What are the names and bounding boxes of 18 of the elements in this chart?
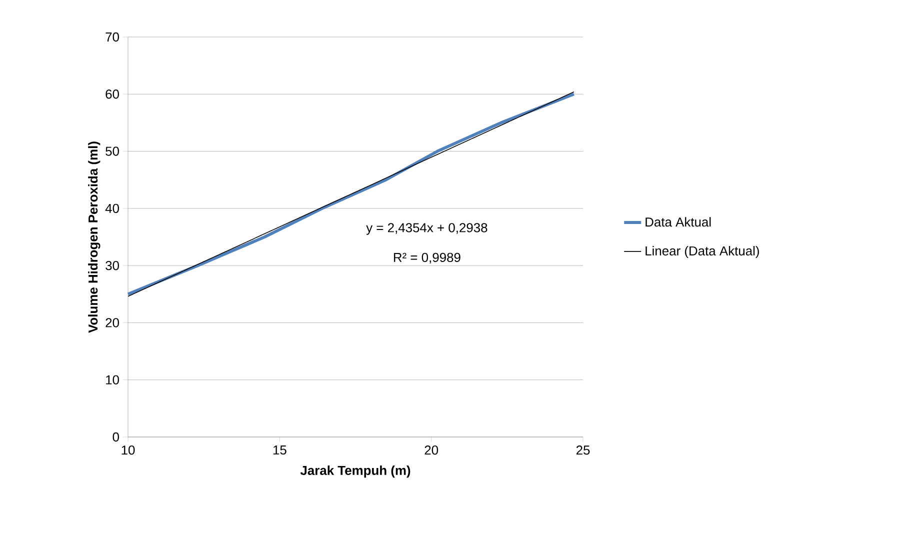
x-tick-label: 25: [576, 446, 590, 455]
y-tick-label: 30: [106, 260, 119, 270]
y-tick-label: 0: [112, 432, 119, 442]
y-tick-label: 60: [106, 90, 119, 99]
legend-label: Data Aktual: [646, 217, 711, 227]
x-axis-title: Jarak Tempuh (m): [300, 466, 410, 478]
y-axis-title: Volume Hidrogen Peroxida (ml): [88, 142, 100, 333]
y-tick-label: 10: [106, 375, 119, 384]
x-tick-label: 20: [424, 446, 438, 455]
legend-label: Linear (Data Aktual): [646, 246, 759, 258]
y-tick-label: 40: [105, 204, 119, 213]
y-tick-label: 20: [106, 318, 119, 328]
annotation: R² = 0,9989: [394, 252, 460, 264]
annotation: y = 2,4354x + 0,2938: [366, 223, 488, 235]
y-tick-label: 50: [106, 146, 119, 156]
x-tick-label: 15: [273, 446, 286, 455]
x-tick-label: 10: [122, 446, 135, 455]
y-tick-label: 70: [106, 32, 119, 42]
